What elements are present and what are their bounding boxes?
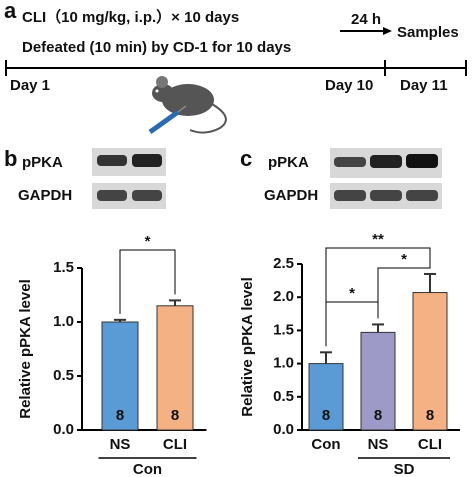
bar bbox=[156, 305, 194, 431]
blot-label: pPKA bbox=[268, 154, 309, 171]
significance-bracket bbox=[377, 267, 431, 319]
significance-bracket bbox=[325, 247, 431, 347]
y-tick-label: 0.5 bbox=[53, 367, 74, 384]
panel-label: a bbox=[4, 0, 17, 23]
end-text: Samples bbox=[397, 24, 459, 41]
n-label: 8 bbox=[322, 407, 330, 424]
day-label: Day 10 bbox=[325, 77, 373, 94]
bar bbox=[101, 321, 139, 431]
group-label: Con bbox=[133, 461, 162, 477]
x-tick-label: NS bbox=[368, 436, 389, 453]
x-tick-label: CLI bbox=[163, 436, 187, 453]
significance-label: * bbox=[401, 251, 407, 268]
group-label: SD bbox=[394, 461, 415, 477]
significance-bracket bbox=[119, 249, 176, 314]
mouse-icon bbox=[148, 76, 227, 135]
blot-label: GAPDH bbox=[264, 187, 318, 204]
x-tick-label: Con bbox=[311, 436, 340, 453]
bar bbox=[308, 363, 344, 431]
y-tick-label: 0.0 bbox=[53, 421, 74, 438]
interval-text: 24 h bbox=[351, 11, 381, 28]
y-tick-label: 2.0 bbox=[273, 288, 294, 305]
day-label: Day 11 bbox=[400, 77, 448, 94]
defeat-text: Defeated (10 min) by CD-1 for 10 days bbox=[22, 39, 291, 56]
arrow-head bbox=[383, 27, 392, 35]
panel-label: c bbox=[240, 146, 252, 171]
y-tick-label: 1.5 bbox=[273, 321, 294, 338]
significance-label: ** bbox=[372, 231, 384, 248]
y-tick-label: 0.5 bbox=[273, 388, 294, 405]
y-tick-label: 1.0 bbox=[273, 355, 294, 372]
blot-label: GAPDH bbox=[18, 187, 72, 204]
y-tick-label: 1.0 bbox=[53, 313, 74, 330]
x-tick-label: CLI bbox=[418, 436, 442, 453]
x-tick-label: NS bbox=[110, 436, 131, 453]
bar bbox=[360, 331, 396, 431]
panel-label: b bbox=[4, 146, 17, 171]
bar bbox=[412, 292, 448, 431]
day-label: Day 1 bbox=[10, 77, 50, 94]
y-tick-label: 0.0 bbox=[273, 421, 294, 438]
n-label: 8 bbox=[116, 407, 124, 424]
n-label: 8 bbox=[374, 407, 382, 424]
blot-label: pPKA bbox=[22, 154, 63, 171]
n-label: 8 bbox=[426, 407, 434, 424]
blot-images bbox=[92, 148, 442, 209]
n-label: 8 bbox=[171, 407, 179, 424]
significance-label: * bbox=[349, 285, 355, 302]
y-tick-label: 1.5 bbox=[53, 259, 74, 276]
significance-label: * bbox=[145, 233, 151, 250]
y-axis-label: Relative pPKA level bbox=[239, 277, 256, 417]
y-tick-label: 2.5 bbox=[273, 255, 294, 272]
treatment-text: CLI（10 mg/kg, i.p.）× 10 days bbox=[22, 8, 239, 26]
y-axis-label: Relative pPKA level bbox=[17, 279, 34, 419]
